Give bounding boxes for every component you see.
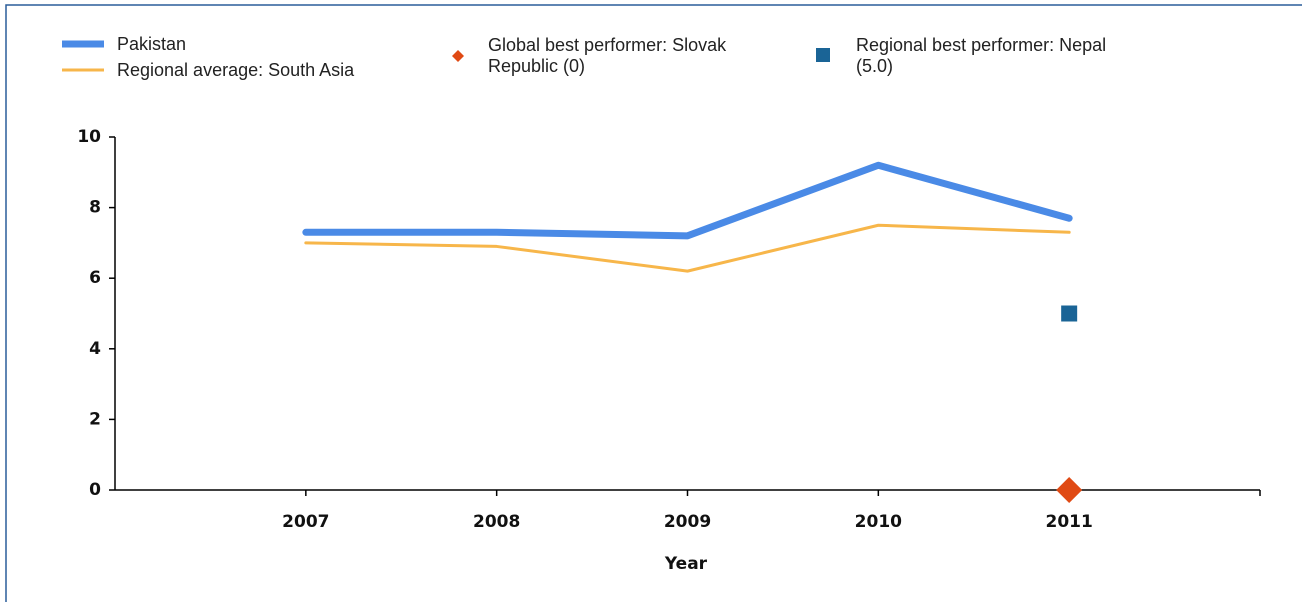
y-tick-label: 0 [89,480,101,500]
series-line [302,161,1073,240]
x-tick-label: 2011 [1046,512,1093,532]
legend-label: Regional average: South Asia [117,60,355,80]
legend-label: Global best performer: Slovak Republic (… [488,35,727,76]
x-tick-label: 2007 [282,512,329,532]
x-tick-label: 2008 [473,512,520,532]
x-tick-label: 2010 [855,512,902,532]
legend-label: Regional best performer: Nepal (5.0) [856,35,1107,76]
y-tick-label: 6 [89,268,101,288]
y-tick-label: 4 [89,339,101,359]
legend-swatch [452,50,464,62]
x-tick-label: 2009 [664,512,711,532]
frame [5,4,1302,602]
y-tick-label: 8 [89,198,101,218]
y-tick-label: 10 [77,127,101,147]
diamond-marker [1056,477,1083,503]
legend-swatch [816,48,830,62]
series-line [304,223,1071,273]
square-marker [1061,305,1078,322]
x-axis-label: Year [664,554,708,574]
y-tick-label: 2 [89,409,101,429]
legend-label: Pakistan [117,34,187,54]
